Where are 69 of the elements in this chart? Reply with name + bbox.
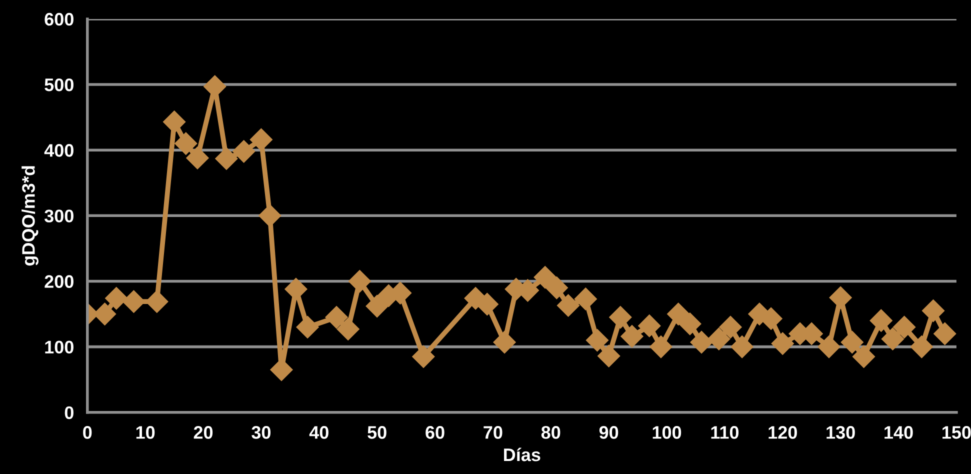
point bbox=[771, 332, 794, 355]
point bbox=[678, 312, 702, 336]
point bbox=[910, 335, 933, 358]
x-tick-label: 80 bbox=[541, 426, 560, 439]
x-tick-label: 30 bbox=[252, 426, 270, 439]
y-tick-label: 400 bbox=[44, 144, 74, 157]
point bbox=[829, 286, 852, 309]
point bbox=[296, 316, 319, 338]
point bbox=[493, 330, 516, 354]
point bbox=[667, 302, 690, 326]
x-tick-label: 40 bbox=[309, 426, 328, 439]
point bbox=[586, 328, 609, 352]
x-axis-title: Días bbox=[504, 448, 540, 462]
point bbox=[545, 276, 568, 300]
point bbox=[366, 294, 388, 318]
x-tick-label: 100 bbox=[652, 426, 682, 439]
x-tick-label: 150 bbox=[942, 426, 971, 439]
x-tick-label: 130 bbox=[826, 426, 855, 439]
point bbox=[174, 132, 198, 155]
y-axis-title: gDQO/m3*d bbox=[22, 166, 39, 266]
y-tick-label: 0 bbox=[64, 406, 74, 420]
point bbox=[284, 278, 308, 300]
point bbox=[892, 316, 916, 338]
y-tick-label: 500 bbox=[44, 78, 74, 92]
point bbox=[258, 204, 282, 227]
point bbox=[719, 316, 742, 338]
point bbox=[556, 294, 580, 317]
y-tick-label: 600 bbox=[44, 12, 74, 26]
point bbox=[574, 288, 597, 310]
y-tick-label: 100 bbox=[45, 340, 74, 354]
point bbox=[690, 330, 713, 354]
point bbox=[881, 328, 904, 350]
x-tick-label: 140 bbox=[884, 426, 913, 439]
point bbox=[650, 335, 672, 358]
y-tick-label: 300 bbox=[44, 210, 74, 222]
x-tick-label: 110 bbox=[711, 426, 739, 439]
point bbox=[620, 324, 644, 348]
point bbox=[162, 110, 186, 134]
point bbox=[146, 290, 168, 313]
point bbox=[412, 345, 435, 368]
point bbox=[105, 286, 128, 310]
point bbox=[232, 140, 256, 163]
point bbox=[708, 328, 730, 350]
point bbox=[534, 266, 556, 289]
point bbox=[638, 314, 661, 338]
y-tick-label: 200 bbox=[44, 275, 74, 288]
point bbox=[852, 345, 876, 368]
x-tick-label: 120 bbox=[768, 426, 797, 439]
point bbox=[597, 344, 620, 368]
point bbox=[250, 128, 273, 151]
point bbox=[818, 335, 840, 358]
x-tick-label: 50 bbox=[368, 426, 386, 439]
point bbox=[730, 335, 754, 358]
point bbox=[336, 318, 360, 340]
point bbox=[840, 330, 864, 354]
x-tick-label: 70 bbox=[484, 426, 502, 439]
point bbox=[325, 306, 348, 329]
point bbox=[348, 270, 372, 293]
point bbox=[922, 299, 945, 322]
x-tick-label: 20 bbox=[194, 426, 213, 439]
point bbox=[870, 309, 892, 332]
point bbox=[934, 322, 956, 346]
point bbox=[186, 146, 209, 170]
x-tick-label: 10 bbox=[136, 426, 155, 439]
x-tick-label: 60 bbox=[426, 426, 444, 439]
point bbox=[609, 306, 632, 329]
x-tick-label: 90 bbox=[599, 426, 618, 439]
point bbox=[215, 147, 238, 170]
x-tick-label: 0 bbox=[83, 426, 92, 439]
